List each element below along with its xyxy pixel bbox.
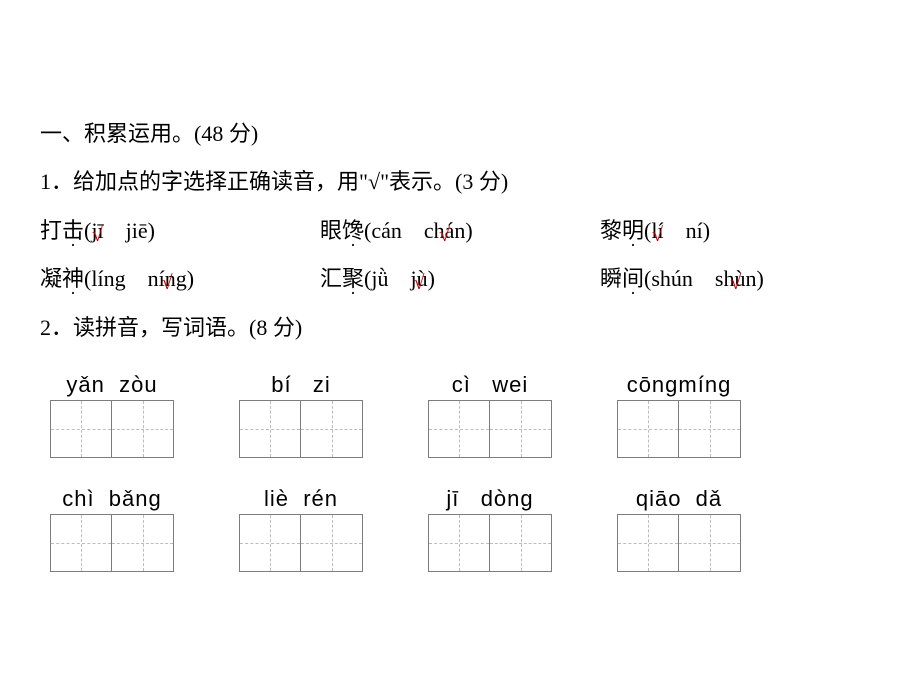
char-box — [239, 514, 301, 572]
q1-item: 眼馋(cán chán√) — [320, 207, 600, 255]
q2-word-group: cì wei — [428, 372, 552, 458]
check-mark-icon: √ — [162, 261, 173, 305]
q2-char-boxes — [50, 514, 174, 572]
q2-char-boxes — [239, 514, 363, 572]
char-box — [428, 514, 490, 572]
q1-prompt-pre: 1．给加点的字选择正确读音，用" — [40, 169, 368, 194]
q2-prompt: 2．读拼音，写词语。(8 分) — [40, 304, 880, 352]
char-box — [112, 514, 174, 572]
q1-pinyin-2: ní — [686, 218, 703, 243]
q2-pinyin: chì bǎng — [62, 486, 162, 512]
q1-word-plain: 凝 — [40, 266, 62, 291]
check-mark-icon: √ — [439, 213, 450, 257]
q2-pinyin: yǎn zòu — [66, 372, 157, 398]
char-box — [679, 514, 741, 572]
q1-pinyin-1: jī√ — [91, 218, 103, 243]
q2-row: yǎn zòu bí zi cì wei cōngmíng — [50, 372, 880, 458]
q1-word-dot: 神 — [62, 255, 84, 303]
q1-pinyin-1: lí√ — [651, 218, 663, 243]
q1-word-dot: 明 — [622, 207, 644, 255]
char-box — [617, 400, 679, 458]
check-mark-icon: √ — [92, 213, 103, 257]
q2-pinyin: cì wei — [452, 372, 528, 398]
char-box — [490, 514, 552, 572]
q1-pinyin-options: (líng níng√) — [84, 266, 194, 291]
q1-pinyin-1: shún — [651, 266, 693, 291]
q1-prompt-mark: √ — [368, 169, 380, 194]
char-box — [301, 514, 363, 572]
char-box — [428, 400, 490, 458]
q1-item: 瞬间(shún shùn√) — [600, 255, 860, 303]
char-box — [50, 400, 112, 458]
char-box — [301, 400, 363, 458]
q1-pinyin-options: (lí√ ní) — [644, 218, 710, 243]
check-mark-icon: √ — [414, 261, 425, 305]
q1-pinyin-options: (jī√ jiē) — [84, 218, 155, 243]
q2-word-group: qiāo dǎ — [617, 486, 741, 572]
q2-char-boxes — [428, 514, 552, 572]
q2-word-group: jī dòng — [428, 486, 552, 572]
q1-pinyin-options: (jǜ jù√) — [364, 266, 435, 291]
char-box — [50, 514, 112, 572]
q1-pinyin-1: cán — [371, 218, 402, 243]
char-box — [490, 400, 552, 458]
q1-item: 黎明(lí√ ní) — [600, 207, 860, 255]
q2-pinyin: liè rén — [264, 486, 338, 512]
q1-item: 汇聚(jǜ jù√) — [320, 255, 600, 303]
q1-pinyin-2: chán√ — [424, 218, 466, 243]
q2-pinyin: cōngmíng — [627, 372, 732, 398]
q2-row: chì bǎng liè rén jī dòng qiāo dǎ — [50, 486, 880, 572]
q1-word-plain: 瞬 — [600, 266, 622, 291]
q2-word-group: liè rén — [239, 486, 363, 572]
q1-pinyin-1: jǜ — [371, 266, 388, 291]
q1-pinyin-2: jiē — [126, 218, 148, 243]
q2-word-group: chì bǎng — [50, 486, 174, 572]
q2-pinyin: qiāo dǎ — [636, 486, 722, 512]
q1-pinyin-options: (shún shùn√) — [644, 266, 764, 291]
q1-word-plain: 黎 — [600, 218, 622, 243]
q1-prompt-post: "表示。(3 分) — [380, 169, 508, 194]
check-mark-icon: √ — [652, 213, 663, 257]
q1-item: 打击(jī√ jiē) — [40, 207, 320, 255]
q1-pinyin-options: (cán chán√) — [364, 218, 473, 243]
q2-word-group: cōngmíng — [617, 372, 741, 458]
section-heading: 一、积累运用。(48 分) — [40, 110, 880, 158]
char-box — [679, 400, 741, 458]
q1-word-plain: 汇 — [320, 266, 342, 291]
q1-prompt: 1．给加点的字选择正确读音，用"√"表示。(3 分) — [40, 158, 880, 206]
q1-item: 凝神(líng níng√) — [40, 255, 320, 303]
q2-char-boxes — [428, 400, 552, 458]
q2-char-boxes — [50, 400, 174, 458]
check-mark-icon: √ — [730, 261, 741, 305]
q2-word-group: bí zi — [239, 372, 363, 458]
q1-pinyin-2: shùn√ — [715, 266, 757, 291]
q1-pinyin-2: níng√ — [148, 266, 187, 291]
q1-word-dot: 馋 — [342, 207, 364, 255]
q1-word-plain: 打 — [40, 218, 62, 243]
char-box — [112, 400, 174, 458]
q2-char-boxes — [617, 400, 741, 458]
q1-word-dot: 击 — [62, 207, 84, 255]
q2-char-boxes — [617, 514, 741, 572]
worksheet-content: 一、积累运用。(48 分) 1．给加点的字选择正确读音，用"√"表示。(3 分)… — [0, 0, 920, 572]
q2-pinyin: bí zi — [271, 372, 331, 398]
q1-row: 打击(jī√ jiē)眼馋(cán chán√)黎明(lí√ ní) — [40, 207, 880, 255]
q1-pinyin-1: líng — [91, 266, 125, 291]
q1-items: 打击(jī√ jiē)眼馋(cán chán√)黎明(lí√ ní)凝神(lín… — [40, 207, 880, 304]
char-box — [239, 400, 301, 458]
q2-boxes: yǎn zòu bí zi cì wei cōngmíng chì bǎng liè ré… — [40, 372, 880, 572]
q2-char-boxes — [239, 400, 363, 458]
q2-pinyin: jī dòng — [446, 486, 533, 512]
char-box — [617, 514, 679, 572]
q1-word-dot: 间 — [622, 255, 644, 303]
q1-pinyin-2: jù√ — [410, 266, 427, 291]
q1-word-dot: 聚 — [342, 255, 364, 303]
q1-row: 凝神(líng níng√)汇聚(jǜ jù√)瞬间(shún shùn√) — [40, 255, 880, 303]
q2-word-group: yǎn zòu — [50, 372, 174, 458]
q1-word-plain: 眼 — [320, 218, 342, 243]
